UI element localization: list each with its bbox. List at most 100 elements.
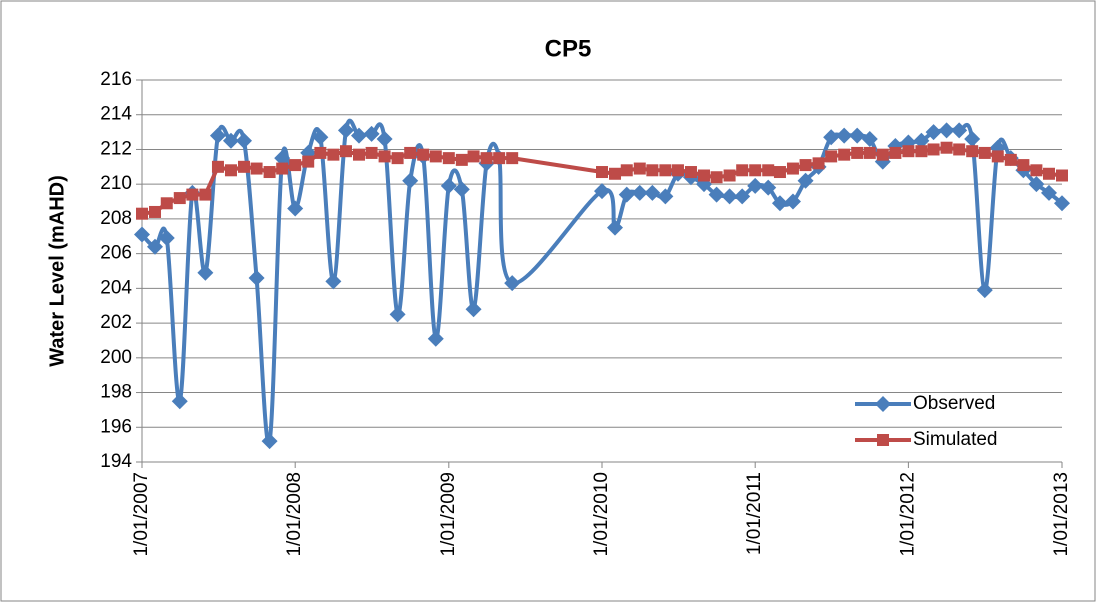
data-point [978, 146, 991, 159]
data-point [927, 143, 940, 156]
data-point [235, 132, 252, 149]
data-point [966, 145, 979, 158]
data-point [287, 200, 304, 217]
data-point [417, 148, 430, 161]
data-point [938, 122, 955, 139]
data-point [389, 306, 406, 323]
data-point [506, 152, 519, 165]
data-point [199, 188, 212, 201]
data-point [352, 148, 365, 161]
data-point [504, 275, 521, 292]
data-point [708, 186, 725, 203]
data-point [1004, 153, 1017, 166]
x-tick-label: 1/01/2008 [284, 472, 305, 557]
data-point [631, 184, 648, 201]
data-point [925, 124, 942, 141]
data-point [314, 146, 327, 159]
y-tick-label: 212 [100, 138, 132, 159]
y-tick-label: 202 [100, 312, 132, 333]
data-point [915, 145, 928, 158]
data-point [160, 197, 173, 210]
y-tick-label: 216 [100, 69, 132, 90]
data-point [158, 230, 175, 247]
data-point [902, 145, 915, 158]
data-point [734, 188, 751, 205]
data-point [609, 167, 622, 180]
data-point [799, 159, 812, 172]
legend-label: Observed [913, 393, 995, 414]
data-point [951, 122, 968, 139]
y-tick-label: 208 [100, 208, 132, 229]
data-point [1040, 184, 1057, 201]
data-point [861, 131, 878, 148]
data-point [149, 205, 162, 218]
data-point [646, 164, 659, 177]
data-point [427, 330, 444, 347]
data-point [211, 160, 224, 173]
legend-marker [875, 396, 891, 412]
data-point [773, 166, 786, 179]
data-point [440, 177, 457, 194]
data-point [913, 132, 930, 149]
data-point [480, 152, 493, 165]
data-point [429, 150, 442, 163]
data-point [134, 226, 150, 243]
chart-title: CP5 [545, 35, 592, 62]
data-point [339, 145, 352, 158]
x-tick-label: 1/01/2011 [744, 472, 765, 555]
data-point [749, 164, 762, 177]
data-point [1042, 167, 1055, 180]
y-tick-label: 214 [100, 104, 132, 125]
data-point [378, 150, 391, 163]
data-point [823, 129, 840, 146]
data-point [493, 152, 506, 165]
y-tick-label: 206 [100, 243, 132, 264]
data-point [849, 127, 866, 144]
y-tick-label: 210 [100, 173, 132, 194]
data-point [453, 181, 470, 198]
data-point [222, 132, 239, 149]
data-point [594, 183, 610, 200]
data-point [964, 131, 981, 148]
data-point [771, 195, 788, 212]
data-point [618, 186, 635, 203]
data-point [237, 160, 250, 173]
data-point [337, 122, 354, 139]
data-point [723, 169, 736, 182]
data-point [838, 148, 851, 161]
y-tick-label: 204 [100, 277, 132, 298]
data-point [863, 146, 876, 159]
data-point [224, 164, 237, 177]
data-point [465, 301, 482, 318]
legend-marker [877, 434, 889, 446]
y-axis-label: Water Level (mAHD) [46, 175, 68, 367]
data-point [747, 177, 764, 194]
data-point [327, 148, 340, 161]
y-tick-label: 196 [100, 416, 132, 437]
data-point [620, 164, 633, 177]
data-point [276, 162, 289, 175]
data-point [171, 393, 188, 410]
data-point [147, 238, 164, 255]
data-point [209, 127, 226, 144]
data-point [365, 146, 378, 159]
data-point [786, 162, 799, 175]
data-point [248, 269, 265, 286]
data-point [263, 166, 276, 179]
data-point [312, 129, 329, 146]
data-point [710, 171, 723, 184]
data-point [363, 125, 380, 142]
data-point [261, 433, 278, 450]
data-point [404, 146, 417, 159]
data-point [302, 155, 315, 168]
data-point [1017, 159, 1030, 172]
x-tick-label: 1/01/2013 [1051, 472, 1072, 557]
data-point [467, 150, 480, 163]
data-point [825, 150, 838, 163]
data-point [851, 146, 864, 159]
data-point [721, 188, 738, 205]
data-point [736, 164, 749, 177]
y-tick-label: 198 [100, 382, 132, 403]
data-point [836, 127, 853, 144]
